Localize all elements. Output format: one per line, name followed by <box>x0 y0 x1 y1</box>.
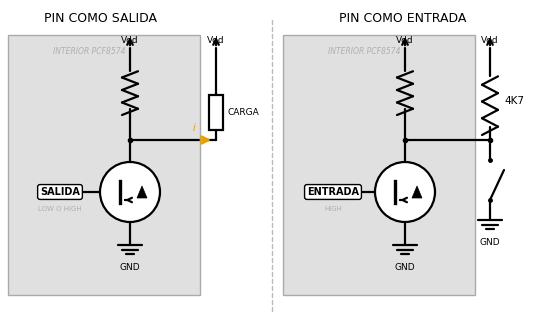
Text: SALIDA: SALIDA <box>40 187 80 197</box>
Polygon shape <box>412 186 422 198</box>
Bar <box>8 35 200 295</box>
Text: 4K7: 4K7 <box>504 96 524 107</box>
Text: Vdd: Vdd <box>481 36 499 45</box>
Text: Vdd: Vdd <box>207 36 225 45</box>
Text: INTERIOR PCF8574: INTERIOR PCF8574 <box>328 47 400 56</box>
Text: ENTRADA: ENTRADA <box>307 187 359 197</box>
Text: i: i <box>192 123 195 133</box>
Polygon shape <box>137 186 147 198</box>
Text: LOW O HIGH: LOW O HIGH <box>38 206 82 212</box>
Bar <box>283 35 475 295</box>
Text: INTERIOR PCF8574: INTERIOR PCF8574 <box>53 47 125 56</box>
Text: HIGH: HIGH <box>324 206 342 212</box>
Text: PIN COMO ENTRADA: PIN COMO ENTRADA <box>339 12 467 25</box>
Text: Vdd: Vdd <box>121 36 139 45</box>
Text: GND: GND <box>395 263 415 272</box>
Text: GND: GND <box>120 263 140 272</box>
Text: CARGA: CARGA <box>228 108 260 117</box>
Circle shape <box>375 162 435 222</box>
Text: PIN COMO SALIDA: PIN COMO SALIDA <box>43 12 157 25</box>
Bar <box>209 95 223 130</box>
Circle shape <box>100 162 160 222</box>
Text: Vdd: Vdd <box>396 36 414 45</box>
Text: GND: GND <box>480 238 501 247</box>
